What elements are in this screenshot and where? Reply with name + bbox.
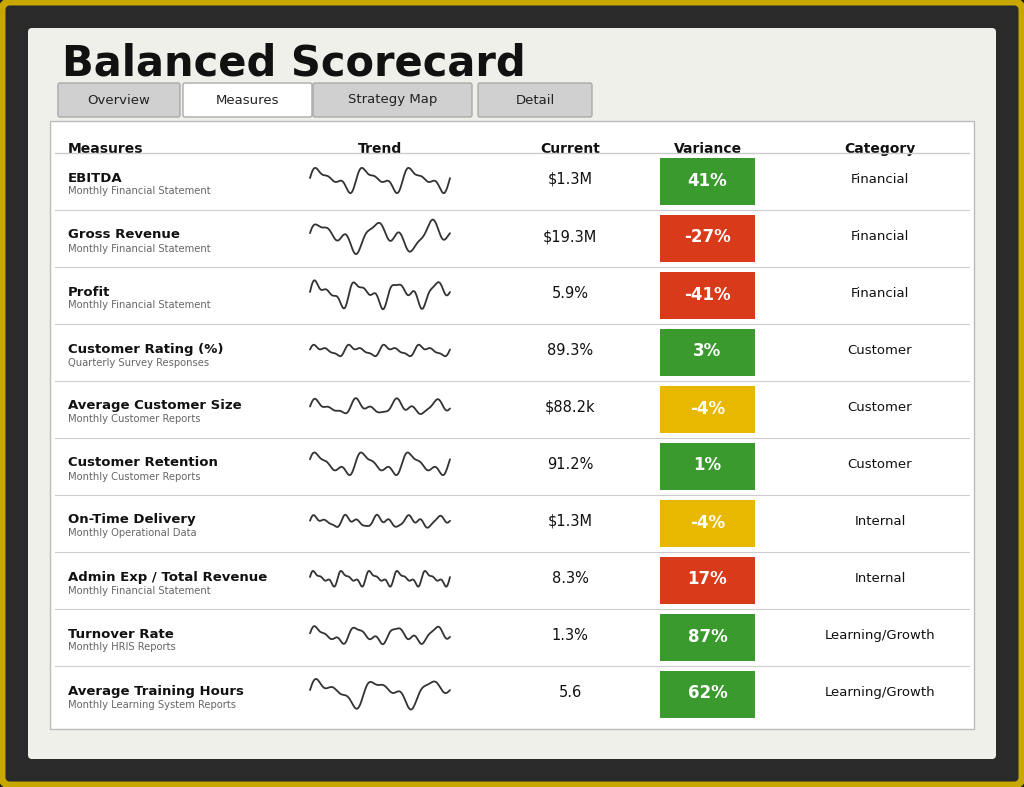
Text: Internal: Internal [854, 515, 905, 528]
Text: Trend: Trend [357, 142, 402, 156]
Text: Monthly Operational Data: Monthly Operational Data [68, 529, 197, 538]
Text: Financial: Financial [851, 287, 909, 300]
Text: 87%: 87% [688, 627, 727, 645]
Text: -4%: -4% [690, 400, 725, 417]
Text: -27%: -27% [684, 228, 731, 246]
Text: 89.3%: 89.3% [547, 343, 593, 358]
FancyBboxPatch shape [183, 83, 312, 117]
Text: Financial: Financial [851, 173, 909, 186]
Text: Monthly Learning System Reports: Monthly Learning System Reports [68, 700, 236, 710]
Text: Measures: Measures [216, 94, 280, 106]
Text: Customer: Customer [848, 344, 912, 357]
Text: 3%: 3% [693, 342, 722, 360]
FancyBboxPatch shape [660, 215, 755, 262]
Text: Monthly Financial Statement: Monthly Financial Statement [68, 243, 211, 253]
Text: 91.2%: 91.2% [547, 457, 593, 472]
Text: Average Training Hours: Average Training Hours [68, 685, 244, 697]
FancyBboxPatch shape [660, 158, 755, 205]
Text: Customer: Customer [848, 401, 912, 414]
Text: $1.3M: $1.3M [548, 514, 593, 529]
FancyBboxPatch shape [28, 28, 996, 759]
Text: Current: Current [540, 142, 600, 156]
Text: EBITDA: EBITDA [68, 172, 123, 184]
FancyBboxPatch shape [50, 121, 974, 729]
FancyBboxPatch shape [660, 614, 755, 661]
Text: 8.3%: 8.3% [552, 571, 589, 586]
FancyBboxPatch shape [660, 557, 755, 604]
Text: Monthly Financial Statement: Monthly Financial Statement [68, 586, 211, 596]
Text: Category: Category [845, 142, 915, 156]
Text: -41%: -41% [684, 286, 731, 304]
Text: Monthly Customer Reports: Monthly Customer Reports [68, 415, 201, 424]
Text: $88.2k: $88.2k [545, 400, 595, 415]
FancyBboxPatch shape [313, 83, 472, 117]
Text: Balanced Scorecard: Balanced Scorecard [62, 42, 525, 84]
Text: Customer: Customer [848, 458, 912, 471]
Text: Monthly HRIS Reports: Monthly HRIS Reports [68, 642, 176, 652]
Text: Monthly Financial Statement: Monthly Financial Statement [68, 301, 211, 311]
Text: Detail: Detail [515, 94, 555, 106]
Text: -4%: -4% [690, 513, 725, 531]
Text: On-Time Delivery: On-Time Delivery [68, 513, 196, 527]
Text: Quarterly Survey Responses: Quarterly Survey Responses [68, 357, 209, 368]
Text: $1.3M: $1.3M [548, 172, 593, 187]
FancyBboxPatch shape [660, 329, 755, 376]
Text: 5.6: 5.6 [558, 685, 582, 700]
Text: Strategy Map: Strategy Map [348, 94, 437, 106]
FancyBboxPatch shape [660, 443, 755, 490]
Text: Profit: Profit [68, 286, 111, 298]
Text: Financial: Financial [851, 230, 909, 243]
Text: Monthly Financial Statement: Monthly Financial Statement [68, 187, 211, 197]
Text: Variance: Variance [674, 142, 741, 156]
FancyBboxPatch shape [660, 671, 755, 718]
Text: Overview: Overview [88, 94, 151, 106]
FancyBboxPatch shape [478, 83, 592, 117]
FancyBboxPatch shape [660, 500, 755, 547]
Text: 1%: 1% [693, 456, 722, 475]
Text: 1.3%: 1.3% [552, 628, 589, 643]
Text: 5.9%: 5.9% [552, 286, 589, 301]
Text: Turnover Rate: Turnover Rate [68, 627, 174, 641]
Text: Gross Revenue: Gross Revenue [68, 228, 180, 242]
Text: $19.3M: $19.3M [543, 229, 597, 244]
Text: Admin Exp / Total Revenue: Admin Exp / Total Revenue [68, 571, 267, 583]
FancyBboxPatch shape [660, 386, 755, 433]
Text: 62%: 62% [688, 685, 727, 703]
Text: Measures: Measures [68, 142, 143, 156]
Text: Monthly Customer Reports: Monthly Customer Reports [68, 471, 201, 482]
Text: Learning/Growth: Learning/Growth [824, 629, 935, 642]
FancyBboxPatch shape [660, 272, 755, 319]
Text: Learning/Growth: Learning/Growth [824, 686, 935, 699]
Text: Internal: Internal [854, 572, 905, 585]
Text: Customer Retention: Customer Retention [68, 456, 218, 470]
Text: 17%: 17% [688, 571, 727, 589]
Text: Average Customer Size: Average Customer Size [68, 400, 242, 412]
FancyBboxPatch shape [58, 83, 180, 117]
Text: Customer Rating (%): Customer Rating (%) [68, 342, 223, 356]
Text: 41%: 41% [688, 172, 727, 190]
